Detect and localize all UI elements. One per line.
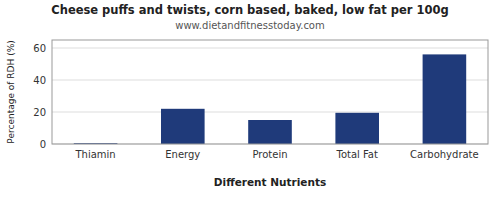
grid (52, 48, 488, 144)
grid-line (52, 48, 488, 49)
y-axis-label: Percentage of RDH (%) (6, 40, 16, 143)
bar (161, 109, 205, 144)
plot-frame (52, 40, 488, 144)
y-tick-label: 20 (33, 107, 46, 118)
y-tick-label: 0 (40, 139, 46, 150)
x-tick-label: Thiamin (74, 149, 115, 160)
y-tick-label: 40 (33, 75, 46, 86)
bar (423, 54, 467, 144)
x-tick-label: Protein (252, 149, 287, 160)
title: Cheese puffs and twists, corn based, bak… (51, 3, 449, 17)
bars (74, 54, 466, 144)
x-tick-label: Energy (165, 149, 200, 160)
x-tick-label: Total Fat (335, 149, 377, 160)
subtitle: www.dietandfitnesstoday.com (175, 20, 324, 31)
bar (335, 113, 379, 144)
x-axis-label: Different Nutrients (214, 176, 326, 188)
chart-container: Cheese puffs and twists, corn based, bak… (0, 0, 500, 200)
bar (248, 120, 292, 144)
chart: Cheese puffs and twists, corn based, bak… (0, 0, 500, 200)
x-tick-label: Carbohydrate (410, 149, 479, 160)
y-tick-label: 60 (33, 43, 46, 54)
